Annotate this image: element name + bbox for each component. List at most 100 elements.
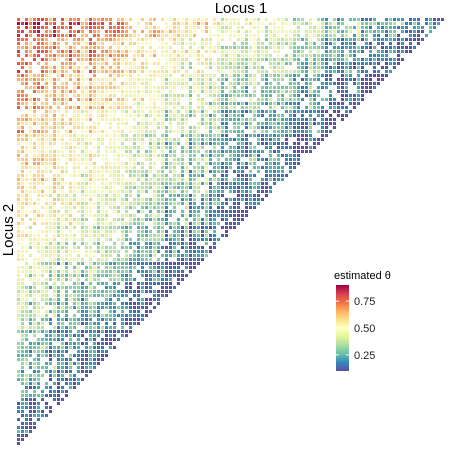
heatmap-cell: [249, 38, 252, 41]
heatmap-cell: [157, 154, 160, 157]
heatmap-cell: [325, 110, 328, 113]
heatmap-cell: [317, 86, 320, 89]
heatmap-cell: [93, 170, 96, 173]
heatmap-cell: [269, 90, 272, 93]
heatmap-cell: [313, 102, 316, 105]
heatmap-cell: [65, 26, 68, 29]
heatmap-cell: [125, 66, 128, 69]
heatmap-cell: [61, 342, 64, 345]
heatmap-cell: [49, 18, 52, 21]
heatmap-cell: [225, 178, 228, 181]
heatmap-cell: [125, 198, 128, 201]
heatmap-cell: [53, 242, 56, 245]
heatmap-cell: [197, 158, 200, 161]
heatmap-cell: [41, 298, 44, 301]
heatmap-cell: [221, 130, 224, 133]
heatmap-cell: [41, 350, 44, 353]
heatmap-cell: [29, 386, 32, 389]
heatmap-cell: [137, 18, 140, 21]
heatmap-cell: [61, 194, 64, 197]
heatmap-cell: [101, 182, 104, 185]
heatmap-cell: [41, 398, 44, 401]
heatmap-cell: [105, 214, 108, 217]
heatmap-cell: [97, 78, 100, 81]
heatmap-cell: [93, 90, 96, 93]
heatmap-cell: [77, 206, 80, 209]
heatmap-cell: [161, 78, 164, 81]
heatmap-cell: [245, 118, 248, 121]
heatmap-cell: [241, 42, 244, 45]
heatmap-cell: [109, 114, 112, 117]
heatmap-cell: [237, 110, 240, 113]
heatmap-cell: [221, 122, 224, 125]
heatmap-cell: [209, 46, 212, 49]
heatmap-cell: [125, 126, 128, 129]
heatmap-cell: [177, 42, 180, 45]
heatmap-cell: [177, 118, 180, 121]
heatmap-cell: [145, 254, 148, 257]
heatmap-cell: [221, 110, 224, 113]
heatmap-cell: [233, 98, 236, 101]
heatmap-cell: [117, 86, 120, 89]
heatmap-cell: [289, 82, 292, 85]
heatmap-cell: [169, 102, 172, 105]
heatmap-cell: [33, 150, 36, 153]
heatmap-cell: [161, 226, 164, 229]
heatmap-cell: [173, 50, 176, 53]
heatmap-cell: [313, 118, 316, 121]
heatmap-cell: [17, 106, 20, 109]
heatmap-cell: [49, 230, 52, 233]
heatmap-cell: [213, 238, 216, 241]
heatmap-cell: [137, 154, 140, 157]
heatmap-cell: [185, 26, 188, 29]
heatmap-cell: [229, 70, 232, 73]
heatmap-cell: [233, 114, 236, 117]
heatmap-cell: [277, 38, 280, 41]
heatmap-cell: [309, 106, 312, 109]
heatmap-cell: [325, 118, 328, 121]
heatmap-cell: [97, 170, 100, 173]
heatmap-cell: [221, 98, 224, 101]
heatmap-cell: [273, 138, 276, 141]
heatmap-cell: [73, 290, 76, 293]
heatmap-cell: [217, 206, 220, 209]
heatmap-cell: [65, 86, 68, 89]
heatmap-cell: [165, 114, 168, 117]
heatmap-cell: [125, 330, 128, 333]
heatmap-cell: [297, 158, 300, 161]
heatmap-cell: [37, 142, 40, 145]
heatmap-cell: [205, 142, 208, 145]
heatmap-cell: [145, 202, 148, 205]
heatmap-cell: [237, 70, 240, 73]
heatmap-cell: [61, 102, 64, 105]
heatmap-cell: [89, 158, 92, 161]
heatmap-cell: [413, 34, 416, 37]
legend-ticks: 0.750.500.25: [336, 296, 375, 362]
heatmap-cell: [429, 18, 432, 21]
heatmap-cell: [73, 110, 76, 113]
heatmap-cell: [281, 166, 284, 169]
heatmap-cell: [61, 362, 64, 365]
heatmap-cell: [345, 78, 348, 81]
heatmap-cell: [145, 94, 148, 97]
heatmap-cell: [73, 150, 76, 153]
heatmap-cell: [97, 306, 100, 309]
heatmap-cell: [129, 190, 132, 193]
heatmap-cell: [305, 118, 308, 121]
heatmap-cell: [181, 234, 184, 237]
heatmap-cell: [73, 334, 76, 337]
heatmap-cell: [125, 150, 128, 153]
heatmap-cell: [253, 206, 256, 209]
heatmap-cell: [109, 334, 112, 337]
heatmap-cell: [85, 254, 88, 257]
heatmap-cell: [133, 214, 136, 217]
heatmap-cell: [105, 54, 108, 57]
heatmap-cell: [381, 22, 384, 25]
heatmap-cell: [17, 214, 20, 217]
heatmap-cell: [73, 130, 76, 133]
heatmap-cell: [65, 114, 68, 117]
heatmap-cell: [189, 66, 192, 69]
heatmap-cell: [173, 38, 176, 41]
heatmap-cell: [45, 238, 48, 241]
heatmap-cell: [165, 70, 168, 73]
